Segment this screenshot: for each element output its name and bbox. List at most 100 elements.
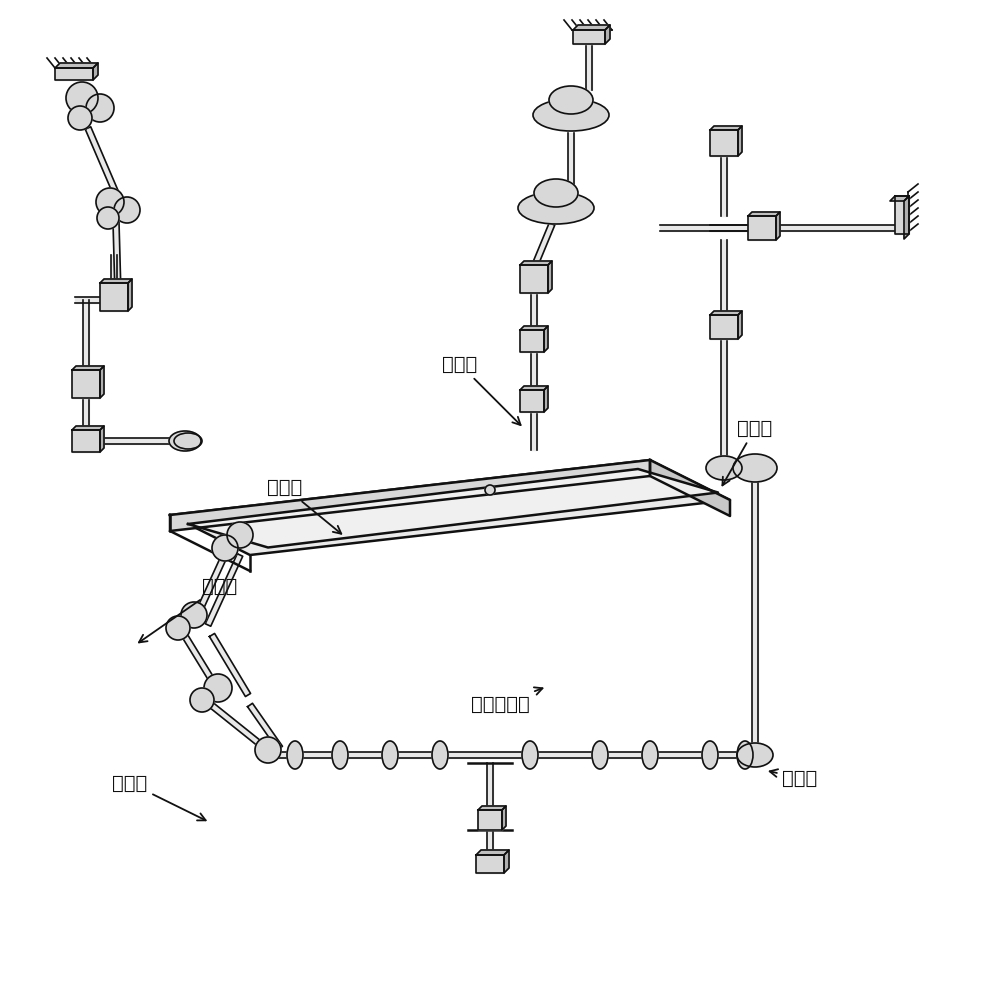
Circle shape [485,485,495,495]
Text: 支链四: 支链四 [112,773,206,821]
Polygon shape [487,763,493,810]
Polygon shape [721,339,727,460]
Polygon shape [111,255,117,283]
Polygon shape [605,25,610,44]
Text: 动平台: 动平台 [267,478,341,534]
Polygon shape [748,212,780,216]
Polygon shape [532,223,555,266]
Polygon shape [478,806,506,810]
Polygon shape [738,126,742,156]
Circle shape [212,535,238,561]
Polygon shape [72,426,104,430]
Polygon shape [752,468,758,755]
Circle shape [227,522,253,548]
Polygon shape [170,460,730,555]
Polygon shape [93,63,98,80]
Polygon shape [531,412,537,450]
Ellipse shape [332,741,348,769]
Polygon shape [203,697,272,755]
Polygon shape [548,261,552,293]
Polygon shape [520,261,552,265]
Polygon shape [476,855,504,873]
Polygon shape [520,386,548,390]
Circle shape [114,197,140,223]
Ellipse shape [518,192,594,224]
Polygon shape [209,633,251,696]
Polygon shape [100,426,104,452]
Text: 支链三: 支链三 [722,419,773,486]
Polygon shape [504,850,509,873]
Circle shape [66,82,98,114]
Ellipse shape [174,433,202,449]
Polygon shape [55,68,93,80]
Polygon shape [721,155,727,216]
Text: 支链二: 支链二 [442,355,521,426]
Circle shape [181,602,207,628]
Polygon shape [75,297,118,303]
Polygon shape [268,752,760,758]
Polygon shape [573,25,610,30]
Polygon shape [502,806,506,830]
Polygon shape [568,133,574,190]
Polygon shape [100,366,104,398]
Polygon shape [710,126,742,130]
Text: 支链一: 支链一 [139,576,238,642]
Polygon shape [660,225,748,231]
Ellipse shape [522,741,538,769]
Polygon shape [476,850,509,855]
Circle shape [204,674,232,702]
Polygon shape [895,196,909,234]
Ellipse shape [382,741,398,769]
Circle shape [166,616,190,640]
Ellipse shape [702,741,718,769]
Polygon shape [72,430,100,452]
Polygon shape [188,469,718,548]
Ellipse shape [432,741,448,769]
Polygon shape [520,265,548,293]
Polygon shape [100,283,128,311]
Ellipse shape [169,431,201,451]
Ellipse shape [549,86,593,114]
Polygon shape [650,460,730,516]
Polygon shape [544,326,548,352]
Polygon shape [478,810,502,830]
Polygon shape [721,240,727,315]
Polygon shape [710,130,738,156]
Polygon shape [193,547,231,620]
Polygon shape [710,225,895,231]
Circle shape [255,737,281,763]
Polygon shape [710,311,742,315]
Polygon shape [586,44,592,90]
Polygon shape [573,30,605,44]
Polygon shape [776,212,780,240]
Polygon shape [531,352,537,390]
Polygon shape [487,830,493,855]
Polygon shape [890,196,909,201]
Ellipse shape [737,743,773,767]
Ellipse shape [592,741,608,769]
Ellipse shape [287,741,303,769]
Polygon shape [72,366,104,370]
Polygon shape [83,300,89,370]
Circle shape [86,94,114,122]
Circle shape [68,106,92,130]
Circle shape [97,207,119,229]
Polygon shape [55,63,98,68]
Polygon shape [738,311,742,339]
Ellipse shape [533,99,609,131]
Ellipse shape [534,179,578,207]
Polygon shape [205,554,243,626]
Ellipse shape [733,454,777,482]
Polygon shape [520,326,548,330]
Polygon shape [520,390,544,412]
Polygon shape [544,386,548,412]
Polygon shape [170,460,650,531]
Circle shape [190,688,214,712]
Ellipse shape [737,741,753,769]
Polygon shape [248,703,282,750]
Polygon shape [100,438,178,444]
Ellipse shape [642,741,658,769]
Polygon shape [128,279,132,311]
Polygon shape [85,127,121,199]
Text: 末端动平台: 末端动平台 [471,688,543,714]
